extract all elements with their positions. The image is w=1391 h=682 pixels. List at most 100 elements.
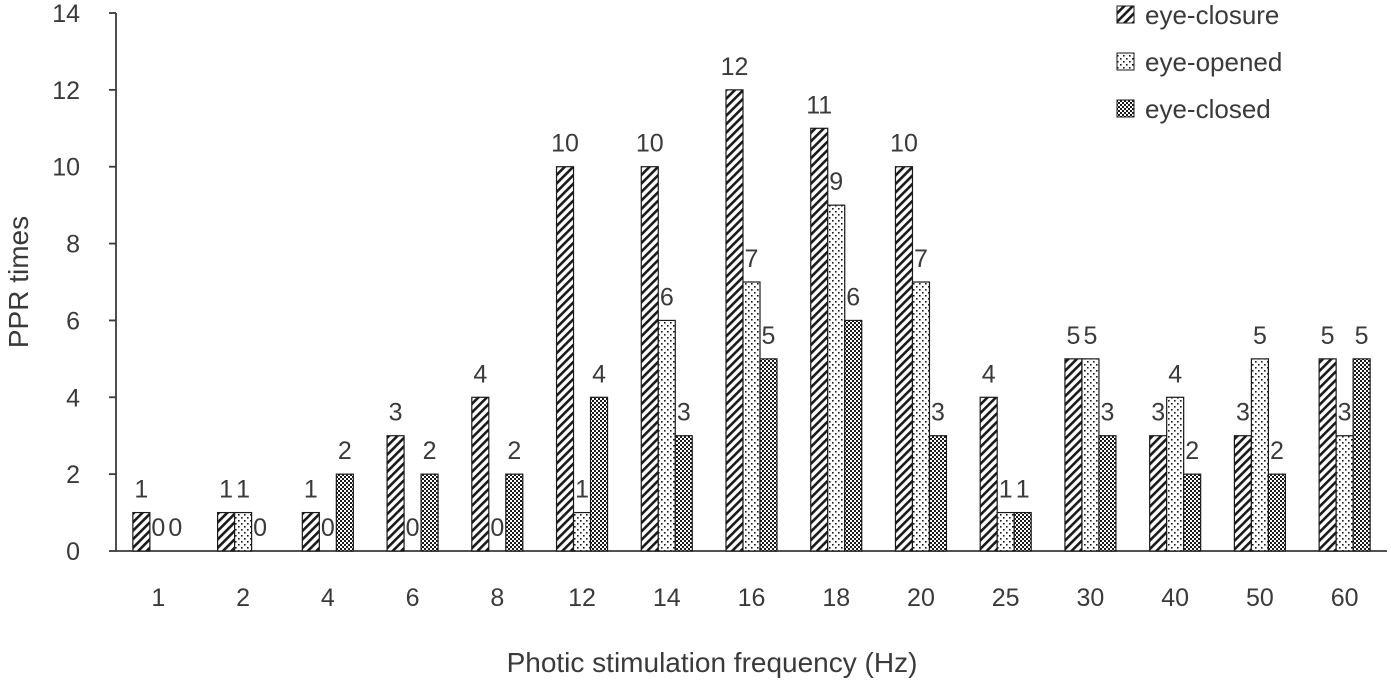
bar-eye-closure-6 xyxy=(386,435,405,552)
bar-eye-closed-18 xyxy=(844,319,863,552)
data-label-eye-closed: 0 xyxy=(253,514,267,542)
data-label-eye-closure: 10 xyxy=(551,130,579,158)
bar-eye-closed-60 xyxy=(1352,358,1371,552)
data-label-eye-closed: 1 xyxy=(1016,476,1030,504)
data-label-eye-closure: 12 xyxy=(721,53,749,81)
y-tick-label: 14 xyxy=(52,0,80,28)
x-tick-label: 12 xyxy=(568,584,596,612)
data-label-eye-closed: 4 xyxy=(592,360,606,388)
x-tick-label: 60 xyxy=(1331,584,1359,612)
bar-eye-closure-2 xyxy=(217,511,236,552)
y-tick-label: 12 xyxy=(52,77,80,105)
legend-label-eye-closed: eye-closed xyxy=(1145,94,1271,124)
legend-swatch-eye-opened xyxy=(1116,52,1135,71)
y-axis-title: PPR times xyxy=(3,216,34,348)
data-label-eye-closure: 3 xyxy=(1151,399,1165,427)
bar-eye-closed-16 xyxy=(759,358,778,552)
bar-eye-opened-50 xyxy=(1250,358,1270,552)
data-label-eye-opened: 0 xyxy=(406,514,420,542)
x-tick-label: 18 xyxy=(822,584,850,612)
x-tick-label: 2 xyxy=(236,584,250,612)
x-tick-label: 16 xyxy=(738,584,766,612)
bar-eye-closure-60 xyxy=(1318,358,1337,552)
data-label-eye-opened: 1 xyxy=(575,476,589,504)
bar-eye-opened-16 xyxy=(742,281,761,552)
legend-label-eye-opened: eye-opened xyxy=(1145,47,1282,77)
bar-eye-opened-25 xyxy=(996,511,1015,552)
data-label-eye-closure: 1 xyxy=(134,476,148,504)
legend-label-eye-closure: eye-closure xyxy=(1145,0,1279,30)
x-tick-label: 30 xyxy=(1077,584,1105,612)
x-tick-label: 6 xyxy=(406,584,420,612)
x-tick-label: 40 xyxy=(1161,584,1189,612)
data-label-eye-opened: 1 xyxy=(236,476,250,504)
data-label-eye-closure: 4 xyxy=(473,360,487,388)
data-label-eye-closed: 5 xyxy=(762,322,776,350)
x-tick-label: 50 xyxy=(1246,584,1274,612)
bar-eye-closure-8 xyxy=(471,396,490,552)
data-label-eye-closure: 5 xyxy=(1066,322,1080,350)
data-label-eye-closed: 2 xyxy=(338,437,352,465)
data-label-eye-closed: 3 xyxy=(677,399,691,427)
data-label-eye-opened: 7 xyxy=(745,245,759,273)
y-tick-label: 0 xyxy=(66,538,80,566)
bars xyxy=(132,89,1371,552)
y-ticks: 0 2 4 6 8 10 12 14 xyxy=(52,0,116,566)
bar-eye-closure-4 xyxy=(301,511,320,552)
y-tick-label: 10 xyxy=(52,154,80,182)
bar-eye-closed-12 xyxy=(589,396,609,552)
data-label-eye-opened: 9 xyxy=(829,168,843,196)
legend-item-eye-opened: eye-opened xyxy=(1116,47,1282,77)
legend-item-eye-closure: eye-closure xyxy=(1116,0,1279,30)
y-tick-label: 6 xyxy=(66,307,80,335)
legend-swatch-eye-closure xyxy=(1116,5,1135,24)
data-label-eye-closed: 3 xyxy=(931,399,945,427)
y-tick-label: 8 xyxy=(66,231,80,259)
x-tick-label: 8 xyxy=(490,584,504,612)
data-label-eye-closure: 1 xyxy=(219,476,233,504)
data-label-eye-opened: 5 xyxy=(1253,322,1267,350)
data-label-eye-opened: 7 xyxy=(914,245,928,273)
bar-eye-closure-12 xyxy=(555,166,575,552)
data-label-eye-closed: 3 xyxy=(1100,399,1114,427)
bar-eye-closed-4 xyxy=(335,473,354,552)
data-label-eye-opened: 0 xyxy=(151,514,165,542)
data-label-eye-closure: 10 xyxy=(890,130,918,158)
data-label-eye-opened: 5 xyxy=(1083,322,1097,350)
x-tick-label: 14 xyxy=(653,584,681,612)
data-label-eye-opened: 0 xyxy=(490,514,504,542)
bar-eye-opened-20 xyxy=(911,281,931,552)
x-tick-label: 1 xyxy=(151,584,165,612)
data-label-eye-closed: 0 xyxy=(168,514,182,542)
data-label-eye-opened: 0 xyxy=(321,514,335,542)
bar-eye-closed-40 xyxy=(1183,473,1202,552)
data-label-eye-closure: 1 xyxy=(304,476,318,504)
bar-eye-closed-25 xyxy=(1013,511,1032,552)
bar-eye-closed-30 xyxy=(1098,435,1117,552)
bar-eye-closed-20 xyxy=(928,435,948,552)
data-label-eye-closed: 2 xyxy=(1185,437,1199,465)
bar-eye-closure-14 xyxy=(640,166,659,552)
bar-eye-closed-50 xyxy=(1267,473,1287,552)
bar-eye-opened-40 xyxy=(1166,396,1185,552)
data-label-eye-closed: 6 xyxy=(846,283,860,311)
data-label-eye-closed: 2 xyxy=(507,437,521,465)
x-tick-label: 4 xyxy=(321,584,335,612)
x-ticks: 1 2 4 6 8 12 14 16 18 20 25 30 40 50 60 xyxy=(151,584,1358,612)
y-tick-label: 4 xyxy=(66,384,80,412)
bar-eye-opened-60 xyxy=(1335,435,1354,552)
bar-eye-opened-2 xyxy=(234,511,253,552)
bar-eye-closure-18 xyxy=(810,127,829,552)
x-tick-label: 20 xyxy=(907,584,935,612)
data-label-eye-opened: 6 xyxy=(660,283,674,311)
bar-eye-closure-25 xyxy=(979,396,998,552)
bar-eye-closure-40 xyxy=(1149,435,1168,552)
x-axis-title: Photic stimulation frequency (Hz) xyxy=(507,647,918,678)
data-label-eye-closed: 2 xyxy=(1270,437,1284,465)
bar-eye-closed-14 xyxy=(674,435,693,552)
data-label-eye-closed: 5 xyxy=(1355,322,1369,350)
bar-eye-closure-20 xyxy=(894,166,914,552)
bar-eye-opened-18 xyxy=(827,204,846,552)
